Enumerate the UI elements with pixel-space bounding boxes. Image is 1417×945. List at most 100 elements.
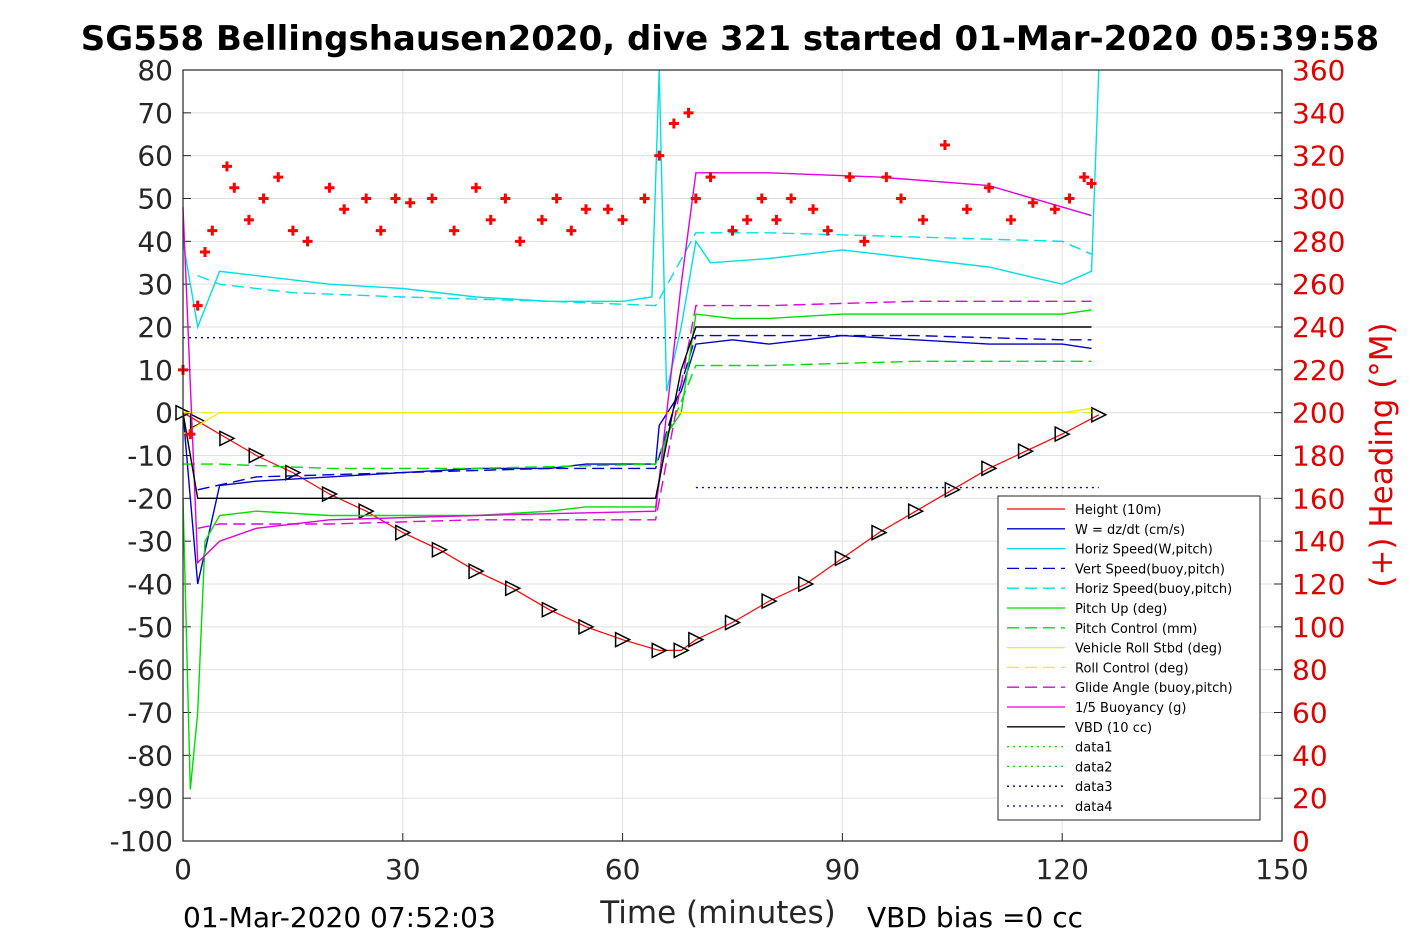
left-tick-label: 10: [137, 354, 173, 387]
height-marker: [724, 614, 742, 631]
left-tick-label: 50: [137, 183, 173, 216]
heading-point: [361, 193, 372, 204]
left-tick-label: 60: [137, 140, 173, 173]
x-tick-label: 150: [1255, 853, 1308, 886]
heading-point: [939, 139, 950, 150]
height-marker: [1054, 425, 1071, 443]
left-tick-label: 70: [137, 97, 173, 130]
heading-point: [390, 193, 401, 204]
right-tick-label: 40: [1292, 739, 1328, 772]
left-tick-label: -10: [127, 440, 173, 473]
chart-title: SG558 Bellingshausen2020, dive 321 start…: [81, 19, 1379, 59]
right-tick-label: 200: [1292, 397, 1345, 430]
left-tick-label: -70: [127, 697, 173, 730]
right-y-axis-label: (+) Heading (°M): [1364, 322, 1400, 587]
height-marker: [541, 601, 559, 618]
height-marker: [578, 618, 595, 636]
right-tick-label: 60: [1292, 697, 1328, 730]
heading-point: [602, 204, 613, 215]
heading-point: [822, 225, 833, 236]
heading-point: [983, 182, 994, 193]
right-tick-label: 340: [1292, 97, 1345, 130]
series-1-5-buoyancy-g: [182, 172, 1092, 565]
height-marker: [431, 541, 449, 558]
heading-point: [654, 150, 665, 161]
right-tick-label: 20: [1292, 782, 1328, 815]
heading-point: [639, 193, 650, 204]
right-tick-label: 140: [1292, 525, 1345, 558]
heading-point: [961, 204, 972, 215]
left-tick-label: -80: [127, 739, 173, 772]
series-w-dz-dt-cm-s: [182, 334, 1092, 585]
heading-point: [339, 204, 350, 215]
x-tick-label: 90: [825, 853, 861, 886]
heading-point: [668, 118, 679, 129]
legend-entry-label: Horiz Speed(buoy,pitch): [1075, 582, 1232, 597]
heading-point: [449, 225, 460, 236]
heading-point: [690, 193, 701, 204]
right-tick-label: 0: [1292, 825, 1310, 858]
height-marker: [798, 575, 815, 593]
legend-entry-label: Pitch Up (deg): [1075, 602, 1167, 617]
heading-point: [192, 300, 203, 311]
heading-point: [324, 182, 335, 193]
left-tick-label: -100: [109, 825, 173, 858]
heading-point: [1027, 197, 1038, 208]
right-tick-label: 260: [1292, 268, 1345, 301]
heading-point: [1049, 204, 1060, 215]
series-vert-speed-buoy-pitch: [197, 334, 1092, 491]
heading-point: [427, 193, 438, 204]
height-marker: [219, 430, 236, 447]
right-tick-label: 360: [1292, 54, 1345, 87]
footer-vbd-bias: VBD bias =0 cc: [867, 901, 1083, 934]
height-marker: [981, 460, 998, 477]
left-tick-label: 20: [137, 311, 173, 344]
right-y-axis: 3603403203002802602402202001801601401201…: [1274, 54, 1345, 858]
heading-point: [1086, 178, 1097, 189]
plot-frame: [182, 69, 1283, 842]
legend-entry-label: Vehicle Roll Stbd (deg): [1075, 642, 1222, 657]
left-tick-label: 30: [137, 268, 173, 301]
heading-point: [515, 236, 526, 247]
legend-box: [997, 495, 1261, 821]
x-tick-label: 60: [605, 853, 641, 886]
legend-entry-label: Horiz Speed(W,pitch): [1075, 543, 1213, 558]
heading-point: [199, 247, 210, 258]
legend-entry-label: Roll Control (deg): [1075, 661, 1189, 676]
series-horiz-speed-w-pitch: [182, 69, 1100, 392]
right-tick-label: 280: [1292, 225, 1345, 258]
height-marker: [871, 524, 888, 541]
right-tick-label: 180: [1292, 440, 1345, 473]
heading-point: [917, 214, 928, 225]
heading-point: [844, 172, 855, 183]
legend-entry-label: Pitch Control (mm): [1075, 622, 1197, 637]
x-tick-label: 120: [1035, 853, 1088, 886]
series-pitch-up-deg: [182, 309, 1092, 790]
height-marker: [651, 642, 668, 659]
height-marker: [834, 550, 852, 567]
heading-point: [771, 214, 782, 225]
heading-point: [405, 197, 416, 208]
legend: Height (10m) W = dz/dt (cm/s) Horiz Speed(…: [997, 495, 1261, 821]
heading-point: [287, 225, 298, 236]
heading-point: [896, 193, 907, 204]
height-marker: [1017, 443, 1035, 460]
heading-point: [808, 204, 819, 215]
left-tick-label: -20: [127, 482, 173, 515]
series-layer: [175, 69, 1108, 790]
left-tick-label: 40: [137, 225, 173, 258]
legend-entry-label: data3: [1075, 780, 1113, 795]
heading-point: [727, 225, 738, 236]
left-tick-label: -60: [127, 654, 173, 687]
right-tick-label: 240: [1292, 311, 1345, 344]
heading-point: [742, 214, 753, 225]
footer-timestamp: 01-Mar-2020 07:52:03: [183, 901, 496, 934]
heading-point: [221, 161, 232, 172]
right-tick-label: 220: [1292, 354, 1345, 387]
legend-entry-label: data4: [1075, 800, 1113, 815]
heading-point: [471, 182, 482, 193]
heading-point: [617, 214, 628, 225]
x-axis-label: Time (minutes): [599, 895, 835, 931]
legend-entry-label: data1: [1075, 741, 1113, 756]
